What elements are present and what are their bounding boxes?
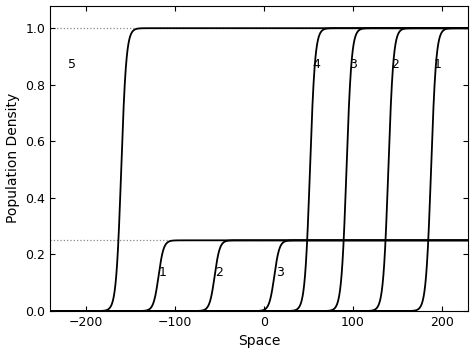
Y-axis label: Population Density: Population Density (6, 93, 19, 223)
Text: 2: 2 (391, 58, 399, 72)
Text: 1: 1 (434, 58, 442, 72)
Text: 2: 2 (215, 266, 223, 279)
Text: 3: 3 (276, 266, 284, 279)
Text: 3: 3 (349, 58, 357, 72)
Text: 4: 4 (313, 58, 320, 72)
Text: 1: 1 (159, 266, 166, 279)
Text: 5: 5 (68, 58, 76, 72)
X-axis label: Space: Space (238, 335, 281, 348)
